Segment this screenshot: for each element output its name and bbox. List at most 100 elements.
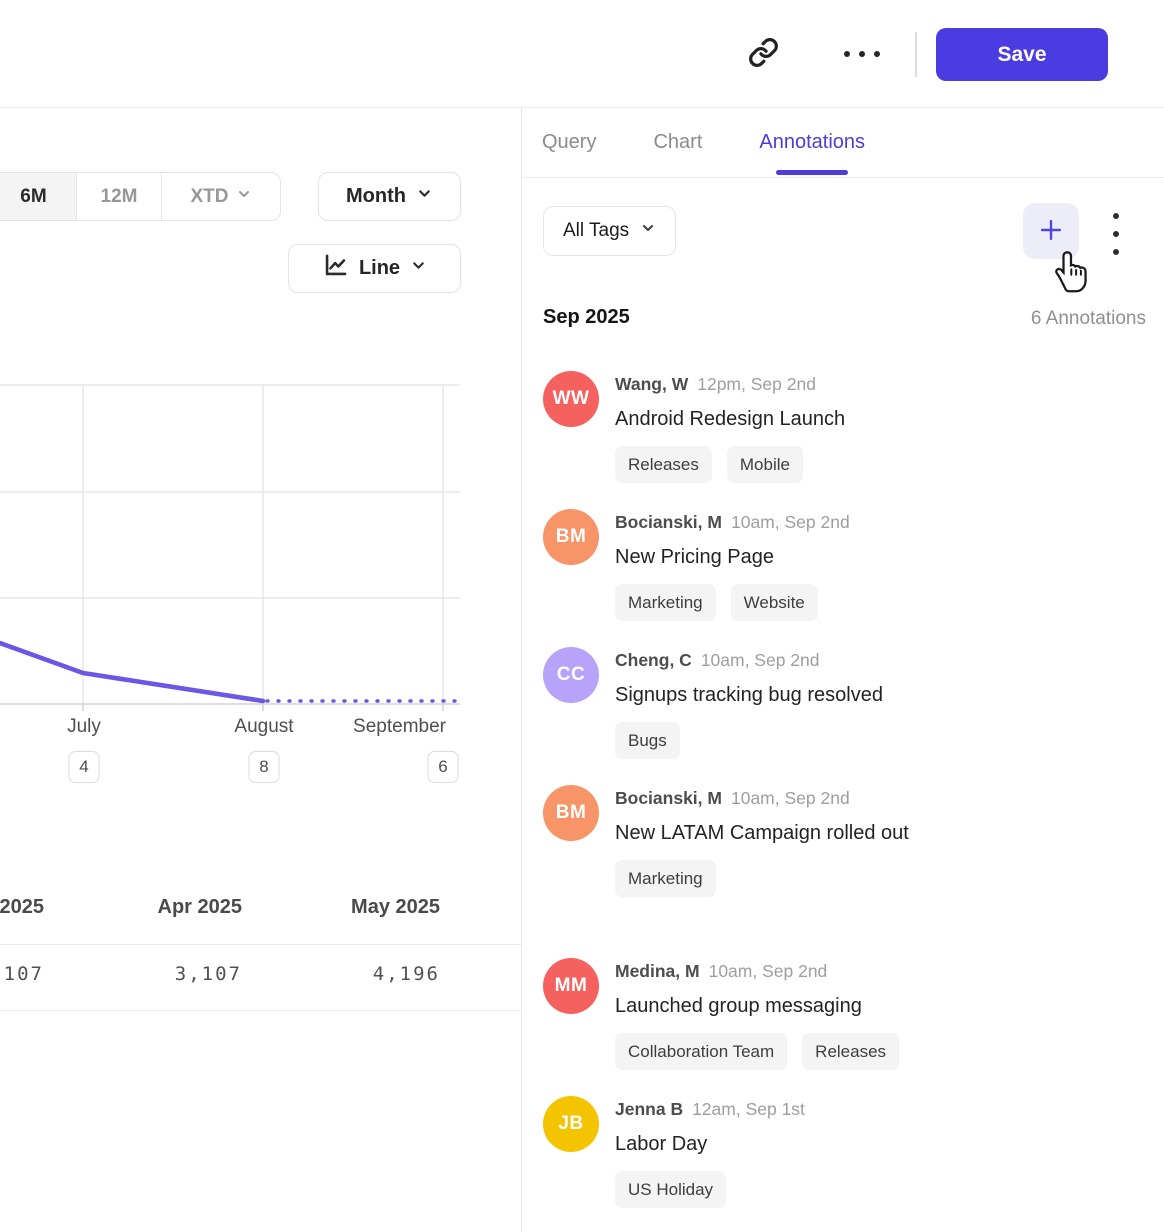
annotation-tags: Releases Mobile (615, 446, 945, 483)
tab-annotations-label: Annotations (759, 131, 866, 153)
x-axis-label-september: September (353, 716, 446, 737)
annotation-item[interactable]: BM Bocianski, M 10am, Sep 2nd New Pricin… (543, 509, 1143, 621)
range-xtd-button[interactable]: XTD (162, 173, 280, 220)
annotation-meta: Bocianski, M 10am, Sep 2nd (615, 509, 945, 534)
line-chart-icon (322, 252, 349, 285)
tag-chip[interactable]: Mobile (726, 446, 803, 483)
tag-chip[interactable]: Releases (802, 1033, 900, 1070)
granularity-dropdown[interactable]: Month (318, 172, 461, 221)
x-axis-label-july: July (67, 716, 101, 737)
annotation-content: Wang, W 12pm, Sep 2nd Android Redesign L… (615, 371, 945, 483)
x-axis-label-august: August (234, 716, 294, 737)
tag-chip[interactable]: Marketing (615, 584, 716, 621)
top-bar: Save (0, 0, 1164, 108)
tag-chip[interactable]: Website (730, 584, 818, 621)
annotation-timestamp: 10am, Sep 2nd (700, 650, 820, 670)
annotation-timestamp: 10am, Sep 2nd (730, 512, 850, 532)
add-annotation-button[interactable] (1023, 203, 1079, 259)
annotation-item[interactable]: BM Bocianski, M 10am, Sep 2nd New LATAM … (543, 785, 1143, 897)
annotation-title: Labor Day (615, 1133, 708, 1155)
annotation-title: Launched group messaging (615, 995, 862, 1017)
range-xtd-label: XTD (190, 185, 229, 207)
annotation-timestamp: 12am, Sep 1st (692, 1099, 805, 1119)
annotation-tags: Bugs (615, 722, 945, 759)
annotation-tags: US Holiday (615, 1171, 945, 1208)
chevron-down-icon (236, 186, 252, 208)
annotation-author: Jenna B (615, 1099, 684, 1119)
annotation-count-badge-september[interactable]: 6 (427, 751, 459, 783)
avatar: BM (543, 509, 599, 565)
line-chart-plot (0, 384, 462, 711)
annotations-panel: Query Chart Annotations All Tags Sep 202… (521, 108, 1164, 1232)
annotation-author: Bocianski, M (615, 512, 722, 532)
section-month-title: Sep 2025 (543, 306, 630, 328)
annotation-author: Bocianski, M (615, 788, 722, 808)
copy-link-button[interactable] (744, 36, 782, 72)
table-divider (0, 944, 521, 945)
tag-chip[interactable]: Marketing (615, 860, 716, 897)
all-tags-filter-dropdown[interactable]: All Tags (543, 206, 677, 256)
all-tags-label: All Tags (563, 220, 630, 241)
annotation-item[interactable]: CC Cheng, C 10am, Sep 2nd Signups tracki… (543, 647, 1143, 759)
annotation-author: Medina, M (615, 961, 700, 981)
annotation-meta: Medina, M 10am, Sep 2nd (615, 958, 945, 983)
annotation-meta: Wang, W 12pm, Sep 2nd (615, 371, 945, 396)
annotation-meta: Jenna B 12am, Sep 1st (615, 1096, 945, 1121)
avatar: WW (543, 371, 599, 427)
annotations-menu-button[interactable] (1102, 210, 1130, 258)
annotation-meta: Bocianski, M 10am, Sep 2nd (615, 785, 945, 810)
annotation-tags: Marketing Website (615, 584, 945, 621)
tag-chip[interactable]: Releases (615, 446, 712, 483)
chevron-down-icon (640, 220, 656, 242)
chevron-down-icon (416, 185, 433, 208)
more-options-button[interactable] (834, 36, 890, 72)
avatar: CC (543, 647, 599, 703)
table-header-col1: 2025 (0, 896, 44, 918)
annotation-count-badge-august[interactable]: 8 (248, 751, 280, 783)
tab-query[interactable]: Query (542, 108, 596, 177)
annotation-title: New LATAM Campaign rolled out (615, 822, 909, 844)
tab-chart[interactable]: Chart (653, 108, 702, 177)
section-annotation-count: 6 Annotations (1030, 308, 1146, 329)
annotation-item[interactable]: MM Medina, M 10am, Sep 2nd Launched grou… (543, 958, 1143, 1070)
save-button[interactable]: Save (936, 28, 1108, 81)
annotation-content: Jenna B 12am, Sep 1st Labor Day US Holid… (615, 1096, 945, 1208)
chevron-down-icon (410, 257, 427, 280)
avatar: JB (543, 1096, 599, 1152)
range-6m-button[interactable]: 6M (0, 173, 77, 220)
date-range-segmented-control: 6M 12M XTD (0, 172, 281, 221)
annotation-item[interactable]: WW Wang, W 12pm, Sep 2nd Android Redesig… (543, 371, 1143, 483)
tag-chip[interactable]: Bugs (615, 722, 680, 759)
more-horizontal-icon (844, 51, 880, 57)
table-divider (0, 1010, 521, 1011)
link-icon (748, 37, 779, 71)
annotation-timestamp: 10am, Sep 2nd (708, 961, 828, 981)
table-header-col3: May 2025 (351, 896, 440, 918)
tag-chip[interactable]: Collaboration Team (615, 1033, 788, 1070)
annotation-tags: Marketing (615, 860, 945, 897)
annotation-title: Signups tracking bug resolved (615, 684, 883, 706)
table-value-col3: 4,196 (372, 963, 440, 985)
avatar: MM (543, 958, 599, 1014)
annotation-content: Medina, M 10am, Sep 2nd Launched group m… (615, 958, 945, 1070)
topbar-divider (915, 32, 917, 77)
annotation-content: Bocianski, M 10am, Sep 2nd New Pricing P… (615, 509, 945, 621)
tag-chip[interactable]: US Holiday (615, 1171, 727, 1208)
annotation-item[interactable]: JB Jenna B 12am, Sep 1st Labor Day US Ho… (543, 1096, 1143, 1208)
table-value-col2: 3,107 (174, 963, 242, 985)
avatar: BM (543, 785, 599, 841)
annotation-author: Wang, W (615, 374, 689, 394)
chart-type-dropdown[interactable]: Line (288, 244, 461, 293)
annotation-meta: Cheng, C 10am, Sep 2nd (615, 647, 945, 672)
annotation-count-badge-july[interactable]: 4 (68, 751, 100, 783)
annotation-author: Cheng, C (615, 650, 692, 670)
tab-annotations[interactable]: Annotations (759, 108, 865, 177)
annotation-title: New Pricing Page (615, 546, 774, 568)
annotation-content: Cheng, C 10am, Sep 2nd Signups tracking … (615, 647, 945, 759)
plus-icon (1036, 215, 1066, 248)
annotation-title: Android Redesign Launch (615, 408, 846, 430)
chart-type-label: Line (358, 257, 401, 279)
range-12m-button[interactable]: 12M (77, 173, 162, 220)
annotation-timestamp: 10am, Sep 2nd (730, 788, 850, 808)
